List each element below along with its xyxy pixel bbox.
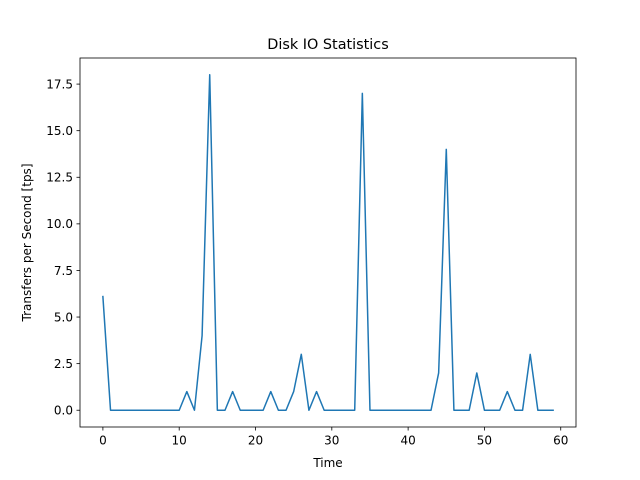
- x-tick-label: 30: [324, 434, 339, 448]
- x-tick-label: 40: [400, 434, 415, 448]
- plot-frame: [79, 57, 577, 428]
- y-tick-label: 2.5: [54, 357, 73, 371]
- series-layer: [102, 74, 554, 411]
- y-tick-label: 7.5: [54, 264, 73, 278]
- x-tick-label: 50: [477, 434, 492, 448]
- x-tick-label: 10: [172, 434, 187, 448]
- y-tick-label: 12.5: [46, 171, 73, 185]
- y-tick-label: 10.0: [46, 217, 73, 231]
- y-tick-label: 17.5: [46, 77, 73, 91]
- x-tick-label: 0: [99, 434, 107, 448]
- y-tick-label: 15.0: [46, 124, 73, 138]
- series-line-0: [102, 74, 554, 411]
- x-axis: 0 10 20 30 40 50 60: [99, 427, 568, 448]
- y-tick-label: 5.0: [54, 310, 73, 324]
- y-axis: 0.0 2.5 5.0 7.5 10.0 12.5 15.0 17.5: [46, 77, 80, 418]
- chart-title: Disk IO Statistics: [267, 37, 388, 53]
- x-tick-label: 60: [553, 434, 568, 448]
- y-axis-label: Transfers per Second [tps]: [20, 164, 34, 323]
- y-tick-label: 0.0: [54, 404, 73, 418]
- x-tick-label: 20: [248, 434, 263, 448]
- x-axis-label: Time: [312, 456, 342, 470]
